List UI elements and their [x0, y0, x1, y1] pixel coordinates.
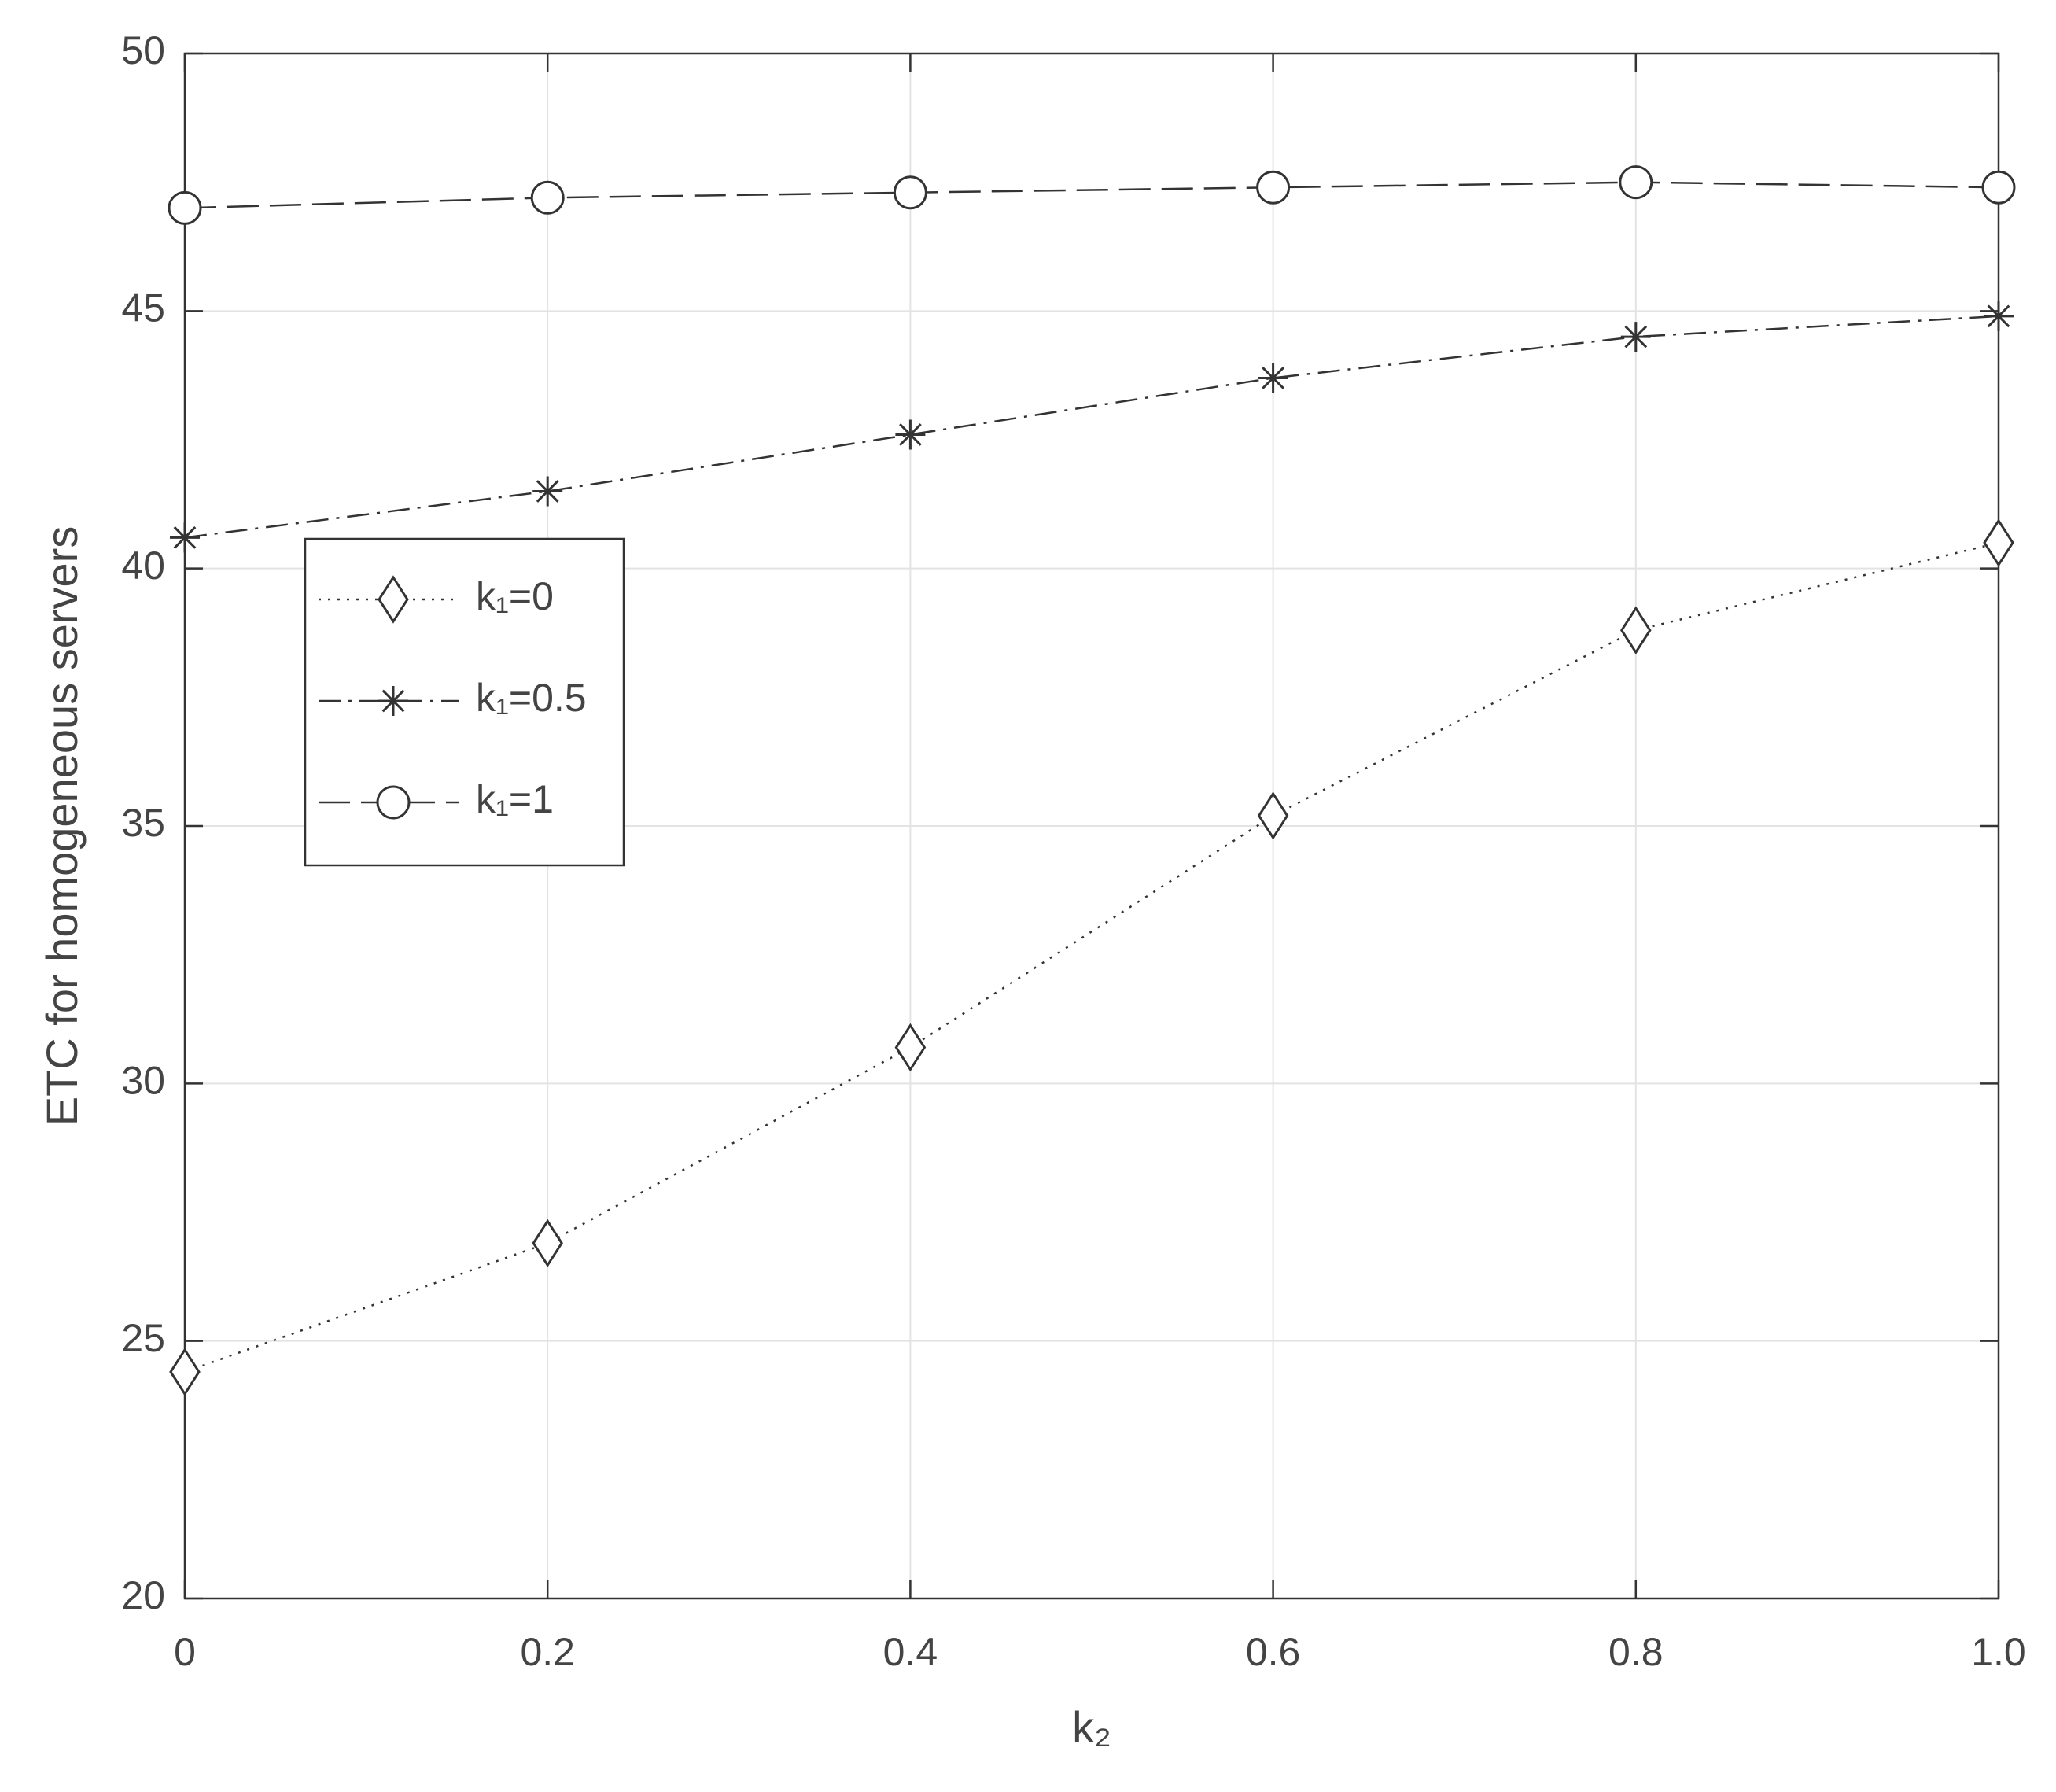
marker	[1619, 165, 1653, 200]
x-tick-label: 1.0	[1971, 1630, 2026, 1674]
marker	[532, 1219, 563, 1268]
marker	[1620, 322, 1651, 352]
y-tick-label: 30	[121, 1059, 165, 1103]
marker	[1983, 518, 2014, 567]
marker	[895, 419, 926, 450]
y-tick-label: 40	[121, 544, 165, 588]
marker	[893, 175, 927, 210]
marker	[1258, 363, 1288, 393]
marker	[1981, 170, 2016, 205]
marker	[169, 1348, 201, 1396]
marker	[1620, 606, 1652, 655]
x-axis-label: k₂	[1072, 1702, 1111, 1752]
legend-label: k₁=0	[476, 574, 554, 618]
legend-label: k₁=1	[476, 777, 554, 821]
plot-frame	[183, 52, 2000, 1600]
x-tick-label: 0.2	[520, 1630, 575, 1674]
marker	[168, 190, 202, 225]
y-tick-label: 35	[121, 801, 165, 845]
legend-box	[304, 537, 625, 867]
x-tick-label: 0.8	[1608, 1630, 1664, 1674]
marker	[532, 476, 563, 507]
series-line	[184, 315, 1999, 539]
y-tick-label: 50	[121, 28, 165, 72]
y-tick-label: 25	[121, 1316, 165, 1360]
x-tick-label: 0.6	[1246, 1630, 1301, 1674]
y-axis-label: ETC for homogeneous servers	[37, 526, 87, 1126]
marker	[894, 1023, 927, 1072]
x-tick-label: 0	[174, 1630, 196, 1674]
marker	[170, 522, 200, 553]
marker	[376, 785, 411, 820]
marker	[1256, 170, 1291, 205]
marker	[1257, 791, 1289, 840]
y-tick-label: 20	[121, 1573, 165, 1617]
x-tick-label: 0.4	[883, 1630, 938, 1674]
marker	[378, 575, 409, 624]
y-tick-label: 45	[121, 286, 165, 330]
legend-label: k₁=0.5	[476, 676, 587, 720]
legend: k₁=0 k₁=0.5 k₁=1	[304, 537, 625, 867]
marker	[378, 686, 408, 716]
marker	[1984, 301, 2014, 331]
series-line	[184, 181, 1999, 209]
marker	[530, 180, 565, 215]
